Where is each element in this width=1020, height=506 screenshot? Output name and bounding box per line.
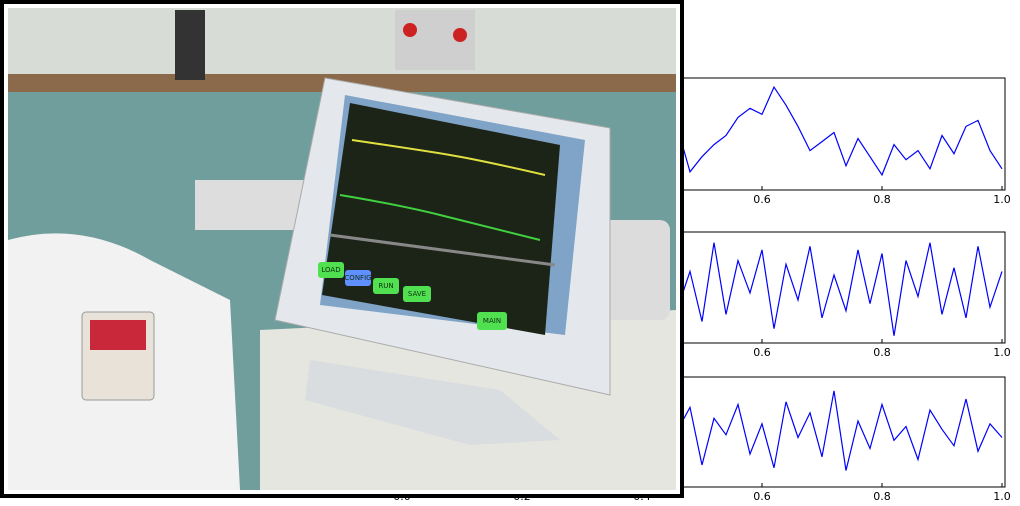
- button: [403, 286, 431, 302]
- button: [345, 270, 371, 286]
- x-tick-label: 0.8: [873, 346, 891, 359]
- x-tick-label: 0.6: [753, 490, 771, 503]
- screen-divider: [329, 233, 556, 267]
- photo: LOAD CONFIG RUN SAVE MAIN: [0, 0, 684, 498]
- screen: [322, 103, 560, 335]
- monitor-stand: [305, 360, 560, 445]
- button-label: LOAD: [321, 266, 340, 274]
- window: [8, 8, 676, 80]
- bracket: [175, 10, 205, 80]
- x-tick-label: 1.0: [993, 490, 1011, 503]
- trace-yellow: [351, 139, 546, 176]
- x-tick-label: 0.6: [753, 346, 771, 359]
- button-label: SAVE: [408, 290, 426, 298]
- screen-buttons: LOAD CONFIG RUN SAVE MAIN: [318, 262, 507, 330]
- outlet: [403, 23, 417, 37]
- button: [373, 278, 399, 294]
- x-tick-label: 1.0: [993, 346, 1011, 359]
- button-label: MAIN: [483, 317, 501, 325]
- x-tick-label: 0.8: [873, 490, 891, 503]
- x-tick-label: 0.8: [873, 193, 891, 206]
- button: [318, 262, 344, 278]
- button-label: CONFIG: [344, 274, 371, 282]
- device-connector: [90, 320, 146, 350]
- x-tick-label: 0.6: [753, 193, 771, 206]
- outlet: [453, 28, 467, 42]
- button: [477, 312, 507, 330]
- trace-green: [339, 194, 541, 241]
- button-label: RUN: [378, 282, 393, 290]
- x-tick-label: 1.0: [993, 193, 1011, 206]
